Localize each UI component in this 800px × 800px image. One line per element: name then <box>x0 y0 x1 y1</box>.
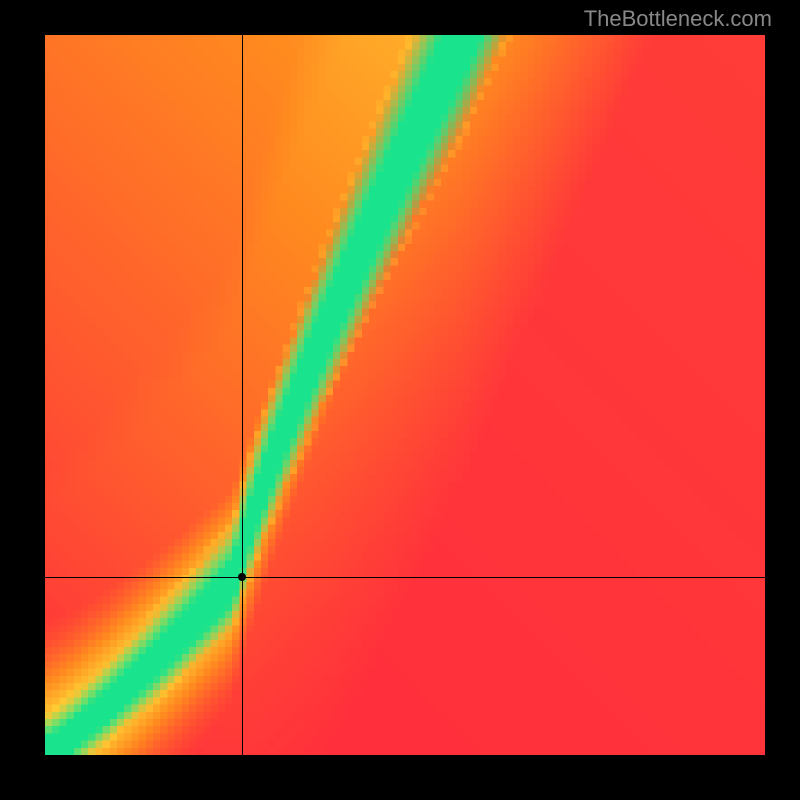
watermark-text: TheBottleneck.com <box>584 6 772 32</box>
heatmap-canvas <box>45 35 765 755</box>
heatmap-plot <box>45 35 765 755</box>
crosshair-vertical <box>242 35 243 755</box>
crosshair-marker <box>238 573 246 581</box>
crosshair-horizontal <box>45 577 765 578</box>
